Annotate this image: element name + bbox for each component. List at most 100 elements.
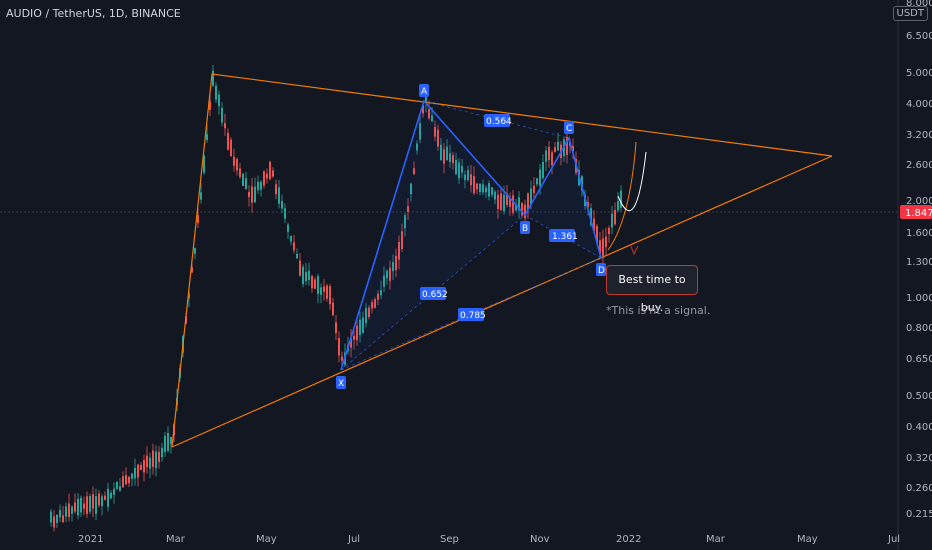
candle-body [56,514,58,523]
y-tick-label: 3.200 [906,130,932,141]
candle-body [92,494,94,509]
candle-body [407,206,409,212]
candle-body [206,134,208,141]
candle-body [245,178,247,189]
x-tick-label: Mar [166,534,186,545]
candle-body [218,94,220,107]
candle-body [353,335,355,340]
candle-body [209,101,211,110]
candle-body [554,147,556,153]
candle-body [356,325,358,341]
candle-body [281,200,283,209]
candle-body [233,156,235,166]
y-tick-label: 4.000 [906,99,932,110]
candle-body [488,183,490,197]
point-b-badge[interactable] [520,221,530,234]
callout-pointer [629,243,639,256]
candle-body [608,228,610,235]
ratio-ab-badge[interactable] [484,114,510,127]
candle-body [617,200,619,211]
candle-body [527,193,529,210]
candle-body [410,183,412,195]
candle-body [275,184,277,195]
candle-body [197,215,199,223]
candle-body [605,236,607,248]
y-tick-label: 1.600 [906,228,932,239]
ratio-xb-badge[interactable] [420,287,446,300]
point-x-label: X [338,379,344,389]
point-a-badge[interactable] [419,84,429,97]
candle-body [89,496,91,512]
ratio-badges[interactable]: 0.564 1.361 0.652 0.785 [420,114,578,321]
candle-body [530,188,532,205]
candle-body [230,139,232,157]
candle-body [83,503,85,509]
ratio-bc-badge[interactable] [549,229,575,242]
chart-title: AUDIO / TetherUS, 1D, BINANCE [6,7,181,20]
point-x-badge[interactable] [336,376,346,389]
candle-body [113,488,115,495]
y-tick-label: 0.320 [906,453,932,464]
candle-body [380,290,382,296]
bcd-fill [525,138,601,258]
candle-body [263,171,265,186]
triangle-lower-side[interactable] [171,155,833,448]
point-labels[interactable]: X A B C D [336,84,606,389]
candle-body [452,155,454,164]
ratio-xd-badge[interactable] [458,308,484,321]
candle-body [299,260,301,276]
ratio-xd-label: 0.785 [460,311,486,321]
candle-body [395,255,397,271]
candle-body [602,238,604,256]
candle-body [254,186,256,203]
candle-body [311,275,313,289]
candle-body [524,204,526,219]
point-a-label: A [421,87,428,97]
y-axis[interactable]: 8.000 6.500 5.000 4.000 3.200 2.600 2.00… [906,0,932,520]
candle-body [248,191,250,198]
harmonic-pattern[interactable] [340,99,602,371]
point-c-label: C [566,124,572,134]
candle-body [542,162,544,178]
candle-body [545,150,547,162]
candle-body [101,496,103,506]
xd-ratio-line [340,257,602,371]
candle-body [332,302,334,316]
ratio-bc-label: 1.361 [552,232,578,242]
y-tick-label: 0.215 [906,509,932,520]
candle-body [587,202,589,208]
candle-body [191,267,193,273]
candle-body [494,191,496,200]
current-price-marker [900,205,932,219]
candle-body [143,460,145,473]
x-axis[interactable]: 2021 Mar May Jul Sep Nov 2022 Mar May Ju… [78,534,900,545]
ratio-ab-label: 0.564 [486,117,512,127]
y-tick-label: 0.650 [906,354,932,365]
disclaimer-text: *This is'nt a signal. [606,304,711,317]
point-c-badge[interactable] [564,121,574,134]
candle-body [59,510,61,518]
candle-body [533,185,535,194]
candle-body [437,129,439,147]
candle-body [260,181,262,190]
triangle-upper-side[interactable] [171,73,833,448]
candle-body [98,493,100,506]
candle-body [386,270,388,279]
candle-body [308,270,310,281]
buy-callout[interactable]: Best time to buy. [606,265,698,314]
candle-body [620,190,622,208]
point-d-badge[interactable] [596,263,606,276]
candle-body [290,236,292,242]
candle-body [503,194,505,212]
triangle-pattern[interactable] [171,73,833,448]
candle-body [203,155,205,173]
x-tick-label: May [797,534,818,545]
candle-body [383,275,385,287]
y-tick-label: 6.500 [906,31,932,42]
candle-body [122,476,124,488]
candle-body [257,181,259,191]
point-d-label: D [598,266,605,276]
currency-button[interactable]: USDT [892,6,928,21]
